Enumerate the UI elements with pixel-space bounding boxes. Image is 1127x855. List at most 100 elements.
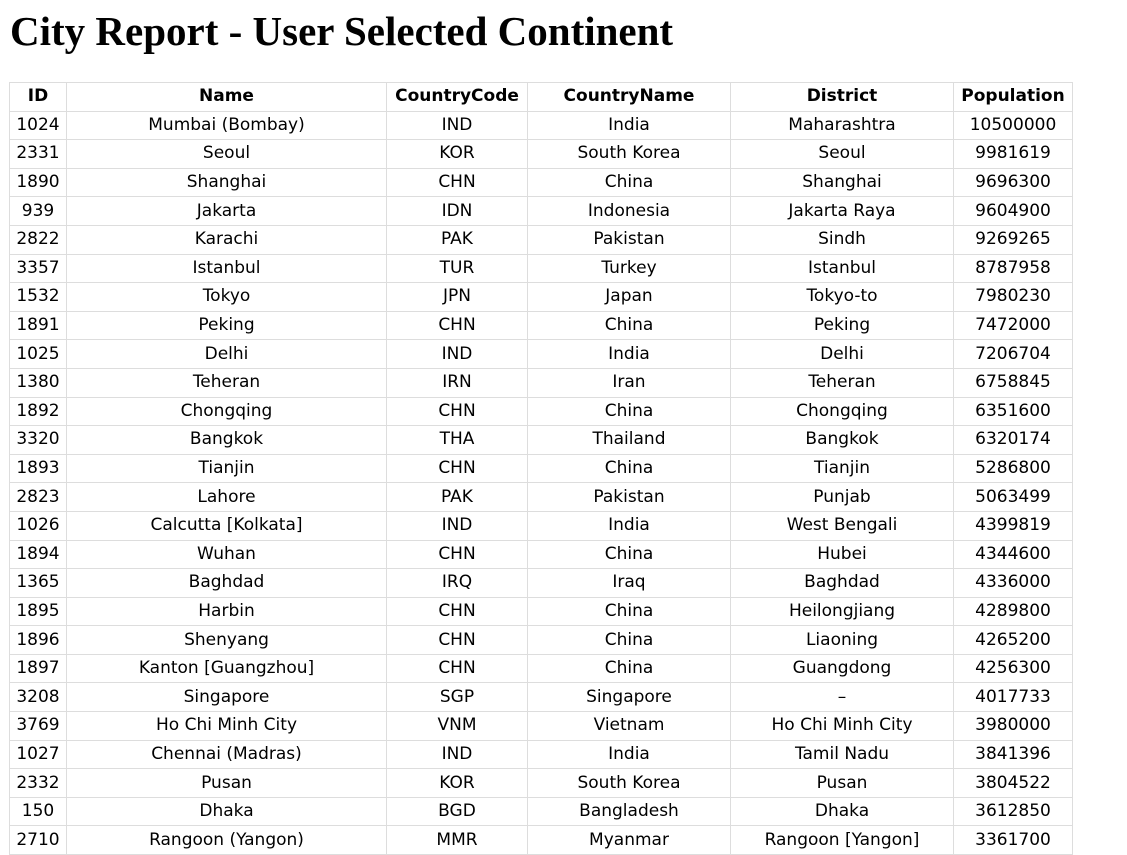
cell-id: 1896 (9, 625, 67, 655)
cell-population: 10500000 (953, 110, 1073, 141)
cell-id: 2331 (9, 139, 67, 169)
cell-id: 3208 (9, 682, 67, 713)
cell-name: Kanton [Guangzhou] (66, 653, 387, 684)
cell-country-name: China (527, 453, 731, 484)
table-row: 1026 Calcutta [Kolkata] IND India West Benga… (9, 510, 1073, 541)
cell-name: Pusan (66, 768, 387, 798)
cell-country-name: India (527, 510, 731, 541)
table-row: 2710 Rangoon (Yangon) MMR Myanmar Rangoon [Y… (9, 825, 1073, 855)
cell-name: Shenyang (66, 625, 387, 655)
cell-country-name: India (527, 339, 731, 369)
cell-district: Peking (730, 310, 954, 341)
cell-population: 3980000 (953, 711, 1073, 741)
cell-country-code: CHN (386, 167, 528, 198)
column-header-district: District (730, 82, 954, 112)
table-row: 3769 Ho Chi Minh City VNM Vietnam Ho Chi Min… (9, 711, 1073, 741)
cell-country-name: Myanmar (527, 825, 731, 855)
table-row: 1897 Kanton [Guangzhou] CHN China Guangdong 4… (9, 653, 1073, 684)
table-row: 1894 Wuhan CHN China Hubei 4344600 (9, 539, 1073, 570)
cell-country-name: India (527, 739, 731, 770)
cell-id: 1890 (9, 167, 67, 198)
cell-country-code: VNM (386, 711, 528, 741)
cell-district: Jakarta Raya (730, 196, 954, 226)
cell-country-name: Pakistan (527, 224, 731, 255)
cell-name: Lahore (66, 482, 387, 512)
cell-country-code: IDN (386, 196, 528, 226)
table-row: 1532 Tokyo JPN Japan Tokyo-to 7980230 (9, 282, 1073, 312)
cell-population: 6351600 (953, 396, 1073, 427)
cell-name: Chennai (Madras) (66, 739, 387, 770)
column-header-population: Population (953, 82, 1073, 112)
cell-country-code: KOR (386, 768, 528, 798)
cell-country-name: Iraq (527, 568, 731, 598)
cell-district: Tokyo-to (730, 282, 954, 312)
cell-district: Pusan (730, 768, 954, 798)
cell-id: 939 (9, 196, 67, 226)
cell-id: 1532 (9, 282, 67, 312)
cell-country-code: TUR (386, 253, 528, 284)
cell-district: Rangoon [Yangon] (730, 825, 954, 855)
table-row: 1895 Harbin CHN China Heilongjiang 4289800 (9, 596, 1073, 627)
cell-population: 3612850 (953, 796, 1073, 827)
cell-id: 1894 (9, 539, 67, 570)
cell-id: 3320 (9, 425, 67, 455)
cell-name: Baghdad (66, 568, 387, 598)
cell-name: Jakarta (66, 196, 387, 226)
cell-population: 3804522 (953, 768, 1073, 798)
cell-name: Karachi (66, 224, 387, 255)
cell-id: 1893 (9, 453, 67, 484)
cell-id: 1027 (9, 739, 67, 770)
cell-name: Singapore (66, 682, 387, 713)
cell-population: 7980230 (953, 282, 1073, 312)
cell-id: 1365 (9, 568, 67, 598)
cell-district: Guangdong (730, 653, 954, 684)
cell-name: Teheran (66, 367, 387, 398)
cell-id: 150 (9, 796, 67, 827)
cell-name: Rangoon (Yangon) (66, 825, 387, 855)
cell-id: 3357 (9, 253, 67, 284)
cell-country-name: Pakistan (527, 482, 731, 512)
cell-district: Liaoning (730, 625, 954, 655)
cell-country-name: Singapore (527, 682, 731, 713)
cell-id: 1892 (9, 396, 67, 427)
cell-country-name: Indonesia (527, 196, 731, 226)
cell-country-name: China (527, 167, 731, 198)
cell-country-code: IND (386, 510, 528, 541)
cell-population: 4336000 (953, 568, 1073, 598)
cell-population: 4344600 (953, 539, 1073, 570)
cell-district: Teheran (730, 367, 954, 398)
table-row: 2822 Karachi PAK Pakistan Sindh 9269265 (9, 224, 1073, 255)
cell-district: Punjab (730, 482, 954, 512)
cell-country-code: MMR (386, 825, 528, 855)
cell-district: Seoul (730, 139, 954, 169)
cell-country-name: Bangladesh (527, 796, 731, 827)
cell-country-code: IRN (386, 367, 528, 398)
table-row: 1893 Tianjin CHN China Tianjin 5286800 (9, 453, 1073, 484)
cell-name: Dhaka (66, 796, 387, 827)
cell-country-name: India (527, 110, 731, 141)
cell-id: 2823 (9, 482, 67, 512)
cell-country-code: IND (386, 739, 528, 770)
cell-population: 4289800 (953, 596, 1073, 627)
cell-country-code: CHN (386, 625, 528, 655)
table-row: 1024 Mumbai (Bombay) IND India Maharashtra 10… (9, 110, 1073, 141)
cell-country-code: IRQ (386, 568, 528, 598)
cell-population: 6320174 (953, 425, 1073, 455)
cell-country-code: JPN (386, 282, 528, 312)
page-title: City Report - User Selected Continent (10, 8, 674, 54)
cell-name: Delhi (66, 339, 387, 369)
cell-country-name: China (527, 653, 731, 684)
cell-district: Maharashtra (730, 110, 954, 141)
cell-country-code: CHN (386, 539, 528, 570)
cell-name: Seoul (66, 139, 387, 169)
cell-district: Heilongjiang (730, 596, 954, 627)
cell-id: 1025 (9, 339, 67, 369)
cell-district: Dhaka (730, 796, 954, 827)
table-row: 939 Jakarta IDN Indonesia Jakarta Raya 960490… (9, 196, 1073, 226)
table-row: 1027 Chennai (Madras) IND India Tamil Nadu 38… (9, 739, 1073, 770)
cell-country-name: Turkey (527, 253, 731, 284)
cell-population: 4017733 (953, 682, 1073, 713)
column-header-country-code: CountryCode (386, 82, 528, 112)
cell-district: Chongqing (730, 396, 954, 427)
cell-id: 1380 (9, 367, 67, 398)
